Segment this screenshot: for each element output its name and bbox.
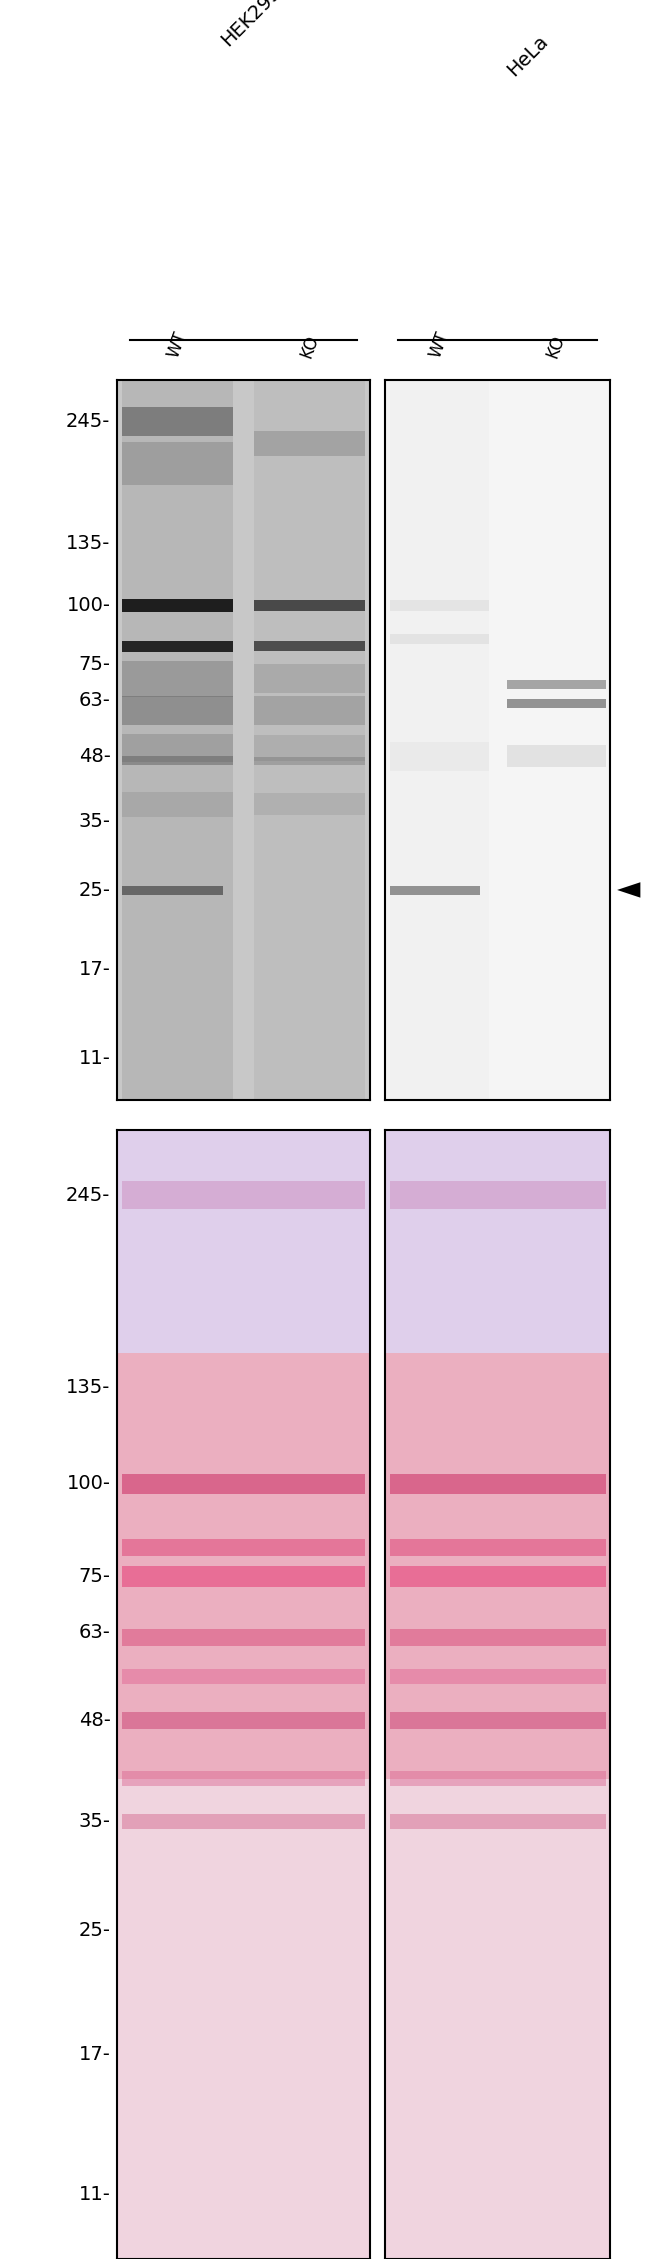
Bar <box>389 380 489 1100</box>
Text: 100-: 100- <box>66 1475 110 1493</box>
Text: ◄: ◄ <box>616 876 640 904</box>
Text: 135-: 135- <box>66 535 110 553</box>
Bar <box>254 380 365 1100</box>
Text: 63-: 63- <box>79 1622 110 1642</box>
Bar <box>122 380 233 1100</box>
Text: 25-: 25- <box>79 1920 110 1940</box>
Bar <box>385 1130 610 1353</box>
Bar <box>389 1669 606 1683</box>
Bar <box>389 741 489 770</box>
Text: 245-: 245- <box>66 1186 110 1204</box>
Bar <box>122 1814 365 1830</box>
Bar <box>254 734 365 761</box>
Bar <box>389 1814 606 1830</box>
Text: 100-: 100- <box>66 596 110 614</box>
Bar <box>389 635 489 644</box>
Text: WT: WT <box>426 330 452 359</box>
Text: 75-: 75- <box>79 1568 110 1586</box>
Bar <box>122 1538 365 1556</box>
Bar <box>122 642 233 653</box>
Text: HEK293T: HEK293T <box>218 0 294 50</box>
Bar <box>385 1353 610 1778</box>
Bar <box>506 700 606 707</box>
Bar <box>122 734 233 761</box>
Bar <box>506 680 606 689</box>
Text: 63-: 63- <box>79 691 110 709</box>
Text: 25-: 25- <box>79 881 110 899</box>
Bar <box>122 886 223 895</box>
Bar <box>122 407 233 436</box>
Bar <box>389 1712 606 1728</box>
Bar <box>389 1629 606 1647</box>
Text: 48-: 48- <box>79 1710 110 1730</box>
Bar <box>117 1130 370 1353</box>
Bar <box>122 1771 365 1787</box>
Bar <box>122 1629 365 1647</box>
Text: 135-: 135- <box>66 1378 110 1396</box>
Bar <box>254 601 365 612</box>
Text: 35-: 35- <box>79 811 110 831</box>
Bar <box>122 1712 365 1728</box>
Bar <box>389 1181 606 1209</box>
Bar <box>122 757 233 766</box>
Text: HeLa: HeLa <box>504 32 552 79</box>
Text: 11-: 11- <box>79 1048 110 1069</box>
Bar <box>122 791 233 818</box>
Bar <box>389 601 489 610</box>
Text: 75-: 75- <box>79 655 110 673</box>
Bar <box>254 757 365 764</box>
Bar <box>254 642 365 651</box>
Bar <box>122 443 233 486</box>
Text: 48-: 48- <box>79 748 110 766</box>
Bar <box>254 793 365 815</box>
Bar <box>389 1771 606 1787</box>
Bar <box>122 696 233 725</box>
Bar <box>117 1353 370 1778</box>
Text: 35-: 35- <box>79 1812 110 1832</box>
Bar <box>389 1473 606 1493</box>
Bar <box>117 1778 370 2259</box>
Bar <box>254 696 365 725</box>
Text: KO: KO <box>297 332 322 359</box>
Bar <box>506 745 606 768</box>
Bar <box>254 431 365 456</box>
Text: 11-: 11- <box>79 2184 110 2205</box>
Bar <box>122 599 233 612</box>
Text: 17-: 17- <box>79 2044 110 2065</box>
Bar <box>254 664 365 694</box>
Bar <box>385 1778 610 2259</box>
Bar <box>389 1538 606 1556</box>
Bar <box>122 1565 365 1586</box>
Bar <box>122 662 233 696</box>
Text: 17-: 17- <box>79 960 110 978</box>
Bar <box>389 1565 606 1586</box>
Bar <box>122 1473 365 1493</box>
Bar <box>122 1181 365 1209</box>
Bar <box>389 886 480 895</box>
Text: WT: WT <box>164 330 190 359</box>
Bar <box>122 1669 365 1683</box>
Text: KO: KO <box>543 332 568 359</box>
Text: 245-: 245- <box>66 411 110 431</box>
